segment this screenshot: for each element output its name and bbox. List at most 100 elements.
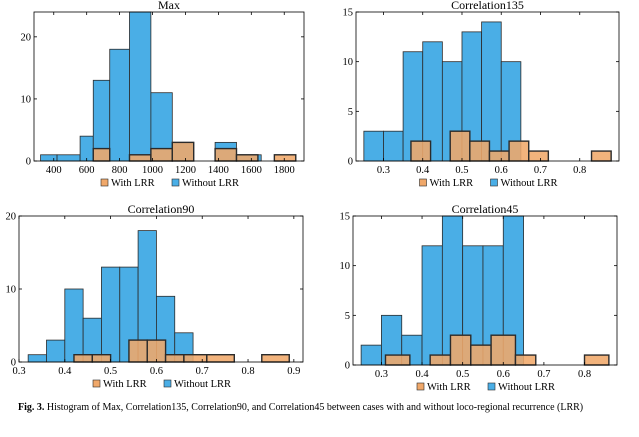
chart-svg: Max 400 600 800 1000 1200 1400 1600 1800 0 10 20 Wit… [21, 0, 305, 189]
x-tick-label: 800 [112, 165, 128, 176]
y-tick-label: 10 [343, 57, 354, 68]
x-tick-label: 0.7 [537, 369, 550, 380]
bar-with-lrr [91, 353, 112, 363]
bar-with-lrr [449, 334, 472, 366]
bar-with-lrr [583, 354, 610, 366]
bar-with-lrr [508, 140, 530, 162]
x-tick-label: 0.7 [534, 165, 547, 176]
plot-frame [33, 11, 305, 162]
legend-with-lrr-label: With LRR [430, 178, 474, 189]
bar-without-lrr [27, 354, 47, 363]
bar-without-lrr [363, 130, 384, 162]
bar-with-lrr [92, 147, 111, 162]
x-tick-label: 0.6 [150, 366, 163, 377]
y-tick-label: 10 [340, 261, 351, 272]
x-tick-label: 0.5 [104, 366, 117, 377]
x-tick-label: 0.3 [12, 366, 25, 377]
bar-with-lrr [261, 353, 290, 363]
legend-with-lrr-swatch [100, 178, 109, 187]
bar-without-lrr [360, 344, 382, 366]
x-tick-label: 0.8 [241, 366, 254, 377]
bar-without-lrr [46, 339, 66, 363]
legend-with-lrr-swatch [92, 379, 101, 388]
bar-without-lrr [40, 154, 58, 162]
legend-without-lrr-label: Without LRR [498, 382, 555, 393]
legend-without-lrr-swatch [487, 382, 496, 391]
x-tick-label: 0.5 [455, 165, 468, 176]
bar-with-lrr [449, 130, 471, 162]
bar-with-lrr [146, 339, 167, 363]
y-tick-label: 0 [11, 358, 16, 369]
bar-with-lrr [490, 334, 517, 366]
bar-without-lrr [101, 266, 121, 363]
chart-title: Correlation90 [128, 202, 195, 216]
y-tick-label: 0 [348, 157, 353, 168]
chart-title: Correlation135 [451, 0, 524, 12]
x-tick-label: 0.5 [456, 369, 469, 380]
bar-with-lrr [273, 154, 297, 162]
bar-with-lrr [128, 154, 152, 162]
y-tick-label: 15 [340, 212, 351, 223]
x-tick-label: 0.4 [58, 366, 72, 377]
histogram-correlation45: Correlation45 0.3 0.4 0.5 0.6 0.7 0.8 0 5 10 15 Wit… [319, 202, 639, 403]
bar-without-lrr [421, 245, 443, 366]
bar-without-lrr [64, 288, 84, 363]
bar-without-lrr [79, 135, 94, 162]
chart-svg: Correlation45 0.3 0.4 0.5 0.6 0.7 0.8 0 5 10 15 Wit… [340, 202, 618, 393]
histogram-correlation90: Correlation90 0.3 0.4 0.5 0.6 0.7 0.8 0.9 0 10 20 W… [0, 202, 320, 403]
x-tick-label: 0.7 [196, 366, 209, 377]
plot-frame [352, 215, 618, 366]
x-tick-label: 1000 [142, 165, 163, 176]
x-tick-label: 0.4 [415, 369, 429, 380]
x-tick-label: 0.6 [497, 369, 510, 380]
bar-with-lrr [171, 141, 195, 162]
legend-without-lrr-swatch [163, 379, 172, 388]
legend-with-lrr-swatch [419, 178, 427, 187]
legend-without-lrr-label: Without LRR [501, 178, 558, 189]
legend-with-lrr-swatch [416, 382, 425, 391]
plot-frame [355, 11, 620, 162]
x-tick-label: 0.3 [375, 369, 388, 380]
y-tick-label: 10 [21, 94, 32, 105]
bar-without-lrr [56, 154, 81, 162]
legend-with-lrr-label: With LRR [427, 382, 471, 393]
bar-without-lrr [383, 130, 404, 162]
bar-with-lrr [183, 353, 208, 363]
x-tick-label: 1600 [241, 165, 262, 176]
bar-with-lrr [470, 344, 492, 366]
bar-with-lrr [128, 339, 148, 363]
bar-without-lrr [481, 21, 502, 162]
bar-without-lrr [109, 48, 130, 162]
y-tick-label: 5 [348, 107, 353, 118]
legend-with-lrr-label: With LRR [111, 178, 155, 189]
x-tick-label: 1400 [208, 165, 229, 176]
y-tick-label: 10 [6, 285, 17, 296]
x-tick-label: 0.6 [495, 165, 508, 176]
x-tick-label: 0.4 [416, 165, 430, 176]
bar-with-lrr [164, 353, 185, 363]
x-tick-label: 0.9 [287, 366, 300, 377]
chart-svg: Correlation90 0.3 0.4 0.5 0.6 0.7 0.8 0.9 0 10 20 W… [6, 202, 304, 390]
x-tick-label: 0.3 [377, 165, 390, 176]
histogram-correlation135: Correlation135 0.3 0.4 0.5 0.6 0.7 0.8 0 5 10 15 Wi… [319, 0, 639, 200]
y-tick-label: 0 [26, 157, 31, 168]
chart-title: Correlation45 [452, 202, 519, 216]
legend-with-lrr-label: With LRR [103, 379, 147, 390]
bar-with-lrr [206, 353, 235, 363]
y-tick-label: 5 [345, 311, 350, 322]
y-tick-label: 15 [343, 8, 354, 19]
y-tick-label: 20 [21, 32, 32, 43]
bar-with-lrr [590, 150, 612, 162]
x-tick-label: 0.8 [578, 369, 591, 380]
bar-without-lrr [129, 11, 152, 162]
x-tick-label: 400 [46, 165, 62, 176]
bar-with-lrr [514, 354, 537, 366]
histogram-max: Max 400 600 800 1000 1200 1400 1600 1800 0 10 20 Wit… [0, 0, 320, 200]
legend-without-lrr-swatch [490, 178, 498, 187]
legend-without-lrr-swatch [171, 178, 180, 187]
figure-caption: Fig. 3. Histogram of Max, Correlation135… [18, 401, 624, 415]
x-tick-label: 0.8 [573, 165, 586, 176]
bar-with-lrr [410, 140, 432, 162]
legend-without-lrr-label: Without LRR [182, 178, 239, 189]
bar-with-lrr [235, 154, 259, 162]
